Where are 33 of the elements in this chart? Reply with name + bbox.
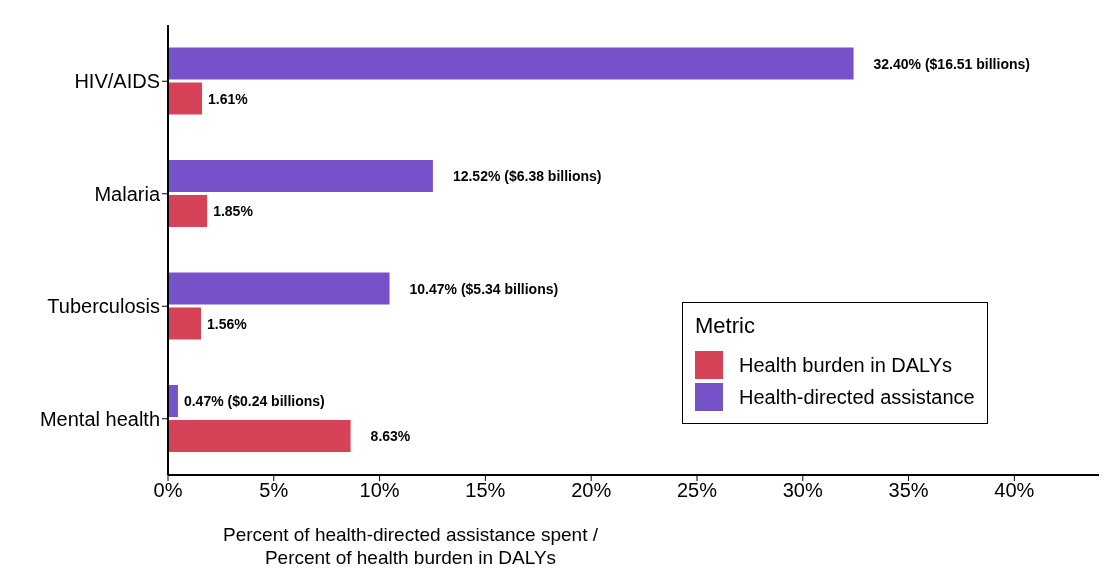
x-tick-label: 0% [153, 479, 183, 502]
legend-label: Health burden in DALYs [739, 353, 953, 377]
legend-label: Health-directed assistance [739, 385, 975, 409]
x-tick-label: 15% [465, 479, 506, 502]
bar [168, 385, 178, 417]
x-tick-label: 5% [259, 479, 289, 502]
bar [168, 160, 433, 192]
y-tick-label: HIV/AIDS [74, 70, 160, 93]
x-tick-label: 30% [782, 479, 823, 502]
y-tick-label: Malaria [94, 182, 161, 205]
bar [168, 195, 208, 227]
data-label: 10.47% ($5.34 billions) [409, 280, 559, 297]
data-label: 0.47% ($0.24 billions) [183, 393, 325, 409]
y-tick-label: Mental health [39, 407, 160, 430]
bar [168, 47, 854, 80]
x-axis-title: Percent of health-directed assistance spent / Percent of health burden in DALYs [222, 523, 599, 569]
x-tick-label: 25% [676, 479, 718, 502]
data-label: 32.40% ($16.51 billions) [873, 55, 1030, 72]
data-label: 1.85% [213, 203, 254, 219]
x-tick-label: 10% [359, 479, 400, 502]
x-tick-label: 20% [571, 479, 612, 502]
data-label: 12.52% ($6.38 billions) [452, 168, 602, 184]
bar [168, 82, 203, 115]
bar [168, 420, 351, 452]
x-tick-label: 35% [888, 479, 929, 502]
x-tick-label: 40% [994, 479, 1035, 502]
legend-title: Metric [695, 313, 756, 339]
data-label: 1.61% [208, 90, 249, 107]
data-label: 1.56% [207, 315, 248, 332]
bar [168, 272, 390, 305]
y-tick-label: Tuberculosis [47, 295, 160, 318]
bar [168, 307, 202, 340]
data-label: 8.63% [370, 428, 411, 444]
